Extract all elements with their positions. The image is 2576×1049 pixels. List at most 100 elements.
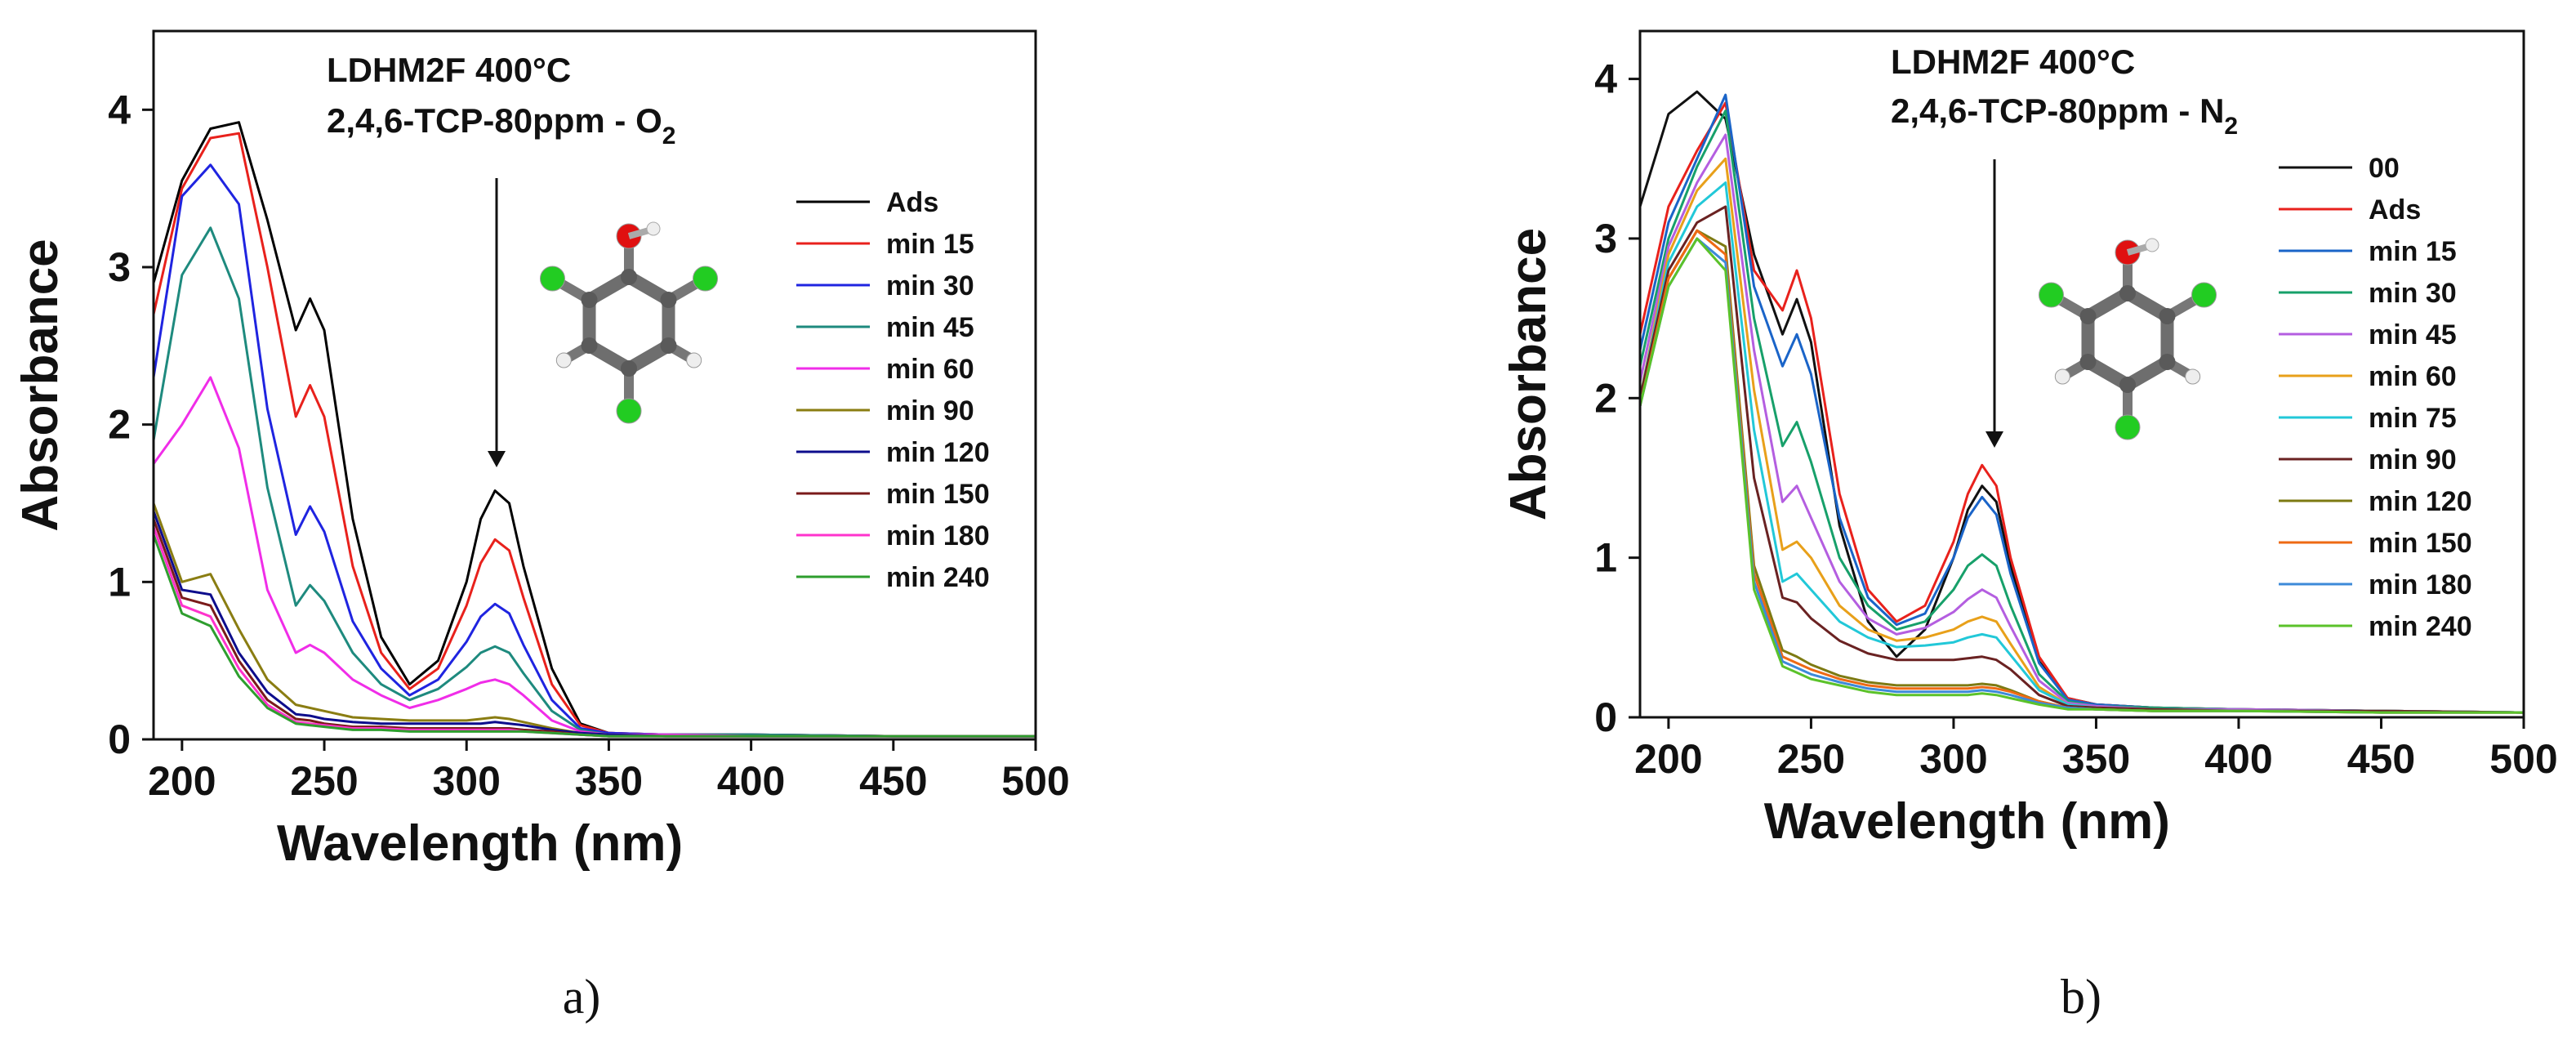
x-tick-label: 250 — [290, 758, 358, 804]
series-line-min-240 — [154, 533, 1036, 738]
series-line-min-240 — [1640, 237, 2524, 714]
chart-panel-a: 200 250 300 350 400 450 500 0 1 2 3 4 Wavelength (nm… — [12, 29, 1070, 1024]
x-tick-label: 350 — [2062, 736, 2130, 782]
series-line-min-45 — [1640, 133, 2524, 714]
x-axis-label: Wavelength (nm) — [277, 815, 683, 872]
x-tick-label: 500 — [2489, 736, 2557, 782]
annotation-subtitle: 2,4,6-TCP-80ppm - O2 — [327, 101, 675, 150]
series-line-min-15 — [1640, 93, 2524, 714]
carbon-atom — [2159, 308, 2176, 324]
legend-label: Ads — [2369, 194, 2421, 225]
carbon-atom — [660, 337, 677, 354]
carbon-atom — [2079, 354, 2097, 370]
y-tick-label: 1 — [1594, 535, 1617, 581]
legend-label: min 60 — [886, 354, 974, 385]
carbon-atom — [2119, 377, 2136, 393]
legend-label: Ads — [886, 187, 938, 218]
chlorine-atom — [539, 266, 565, 292]
y-axis-label: Absorbance — [12, 239, 69, 531]
molecule-illustration — [539, 221, 719, 424]
panel-label: a) — [563, 970, 601, 1024]
legend-label: 00 — [2369, 153, 2400, 184]
carbon-atom — [621, 269, 637, 285]
x-tick-label: 300 — [433, 758, 501, 804]
x-tick-label: 400 — [717, 758, 785, 804]
chlorine-atom — [2191, 282, 2217, 308]
series-line-min-150 — [154, 518, 1036, 738]
x-tick-label: 350 — [575, 758, 643, 804]
y-tick-label: 2 — [1594, 375, 1617, 421]
panel-label: b) — [2061, 970, 2101, 1024]
chlorine-atom — [2115, 414, 2141, 440]
x-tick-label: 450 — [859, 758, 927, 804]
chlorine-atom — [693, 266, 719, 292]
legend-label: min 90 — [886, 395, 974, 426]
molecule-illustration — [2038, 238, 2217, 440]
x-axis-label: Wavelength (nm) — [1764, 793, 2170, 850]
series-line-min-30 — [154, 163, 1036, 738]
annotation-subtitle-subscript: 2 — [2224, 113, 2238, 140]
y-tick-label: 2 — [108, 402, 131, 448]
series-line-min-15 — [154, 132, 1036, 738]
legend-label: min 150 — [2369, 528, 2472, 559]
plot-frame — [1638, 29, 2525, 719]
legend-label: min 45 — [2369, 319, 2457, 350]
x-tick-label: 450 — [2347, 736, 2415, 782]
x-tick-label: 200 — [1634, 736, 1702, 782]
x-tick-label: 400 — [2204, 736, 2272, 782]
y-tick-label: 0 — [108, 716, 131, 762]
carbon-atom — [2159, 354, 2176, 370]
y-tick-label: 1 — [108, 559, 131, 605]
carbon-atom — [2079, 308, 2097, 324]
series-line-min-60 — [154, 376, 1036, 738]
x-tick-label: 500 — [1001, 758, 1069, 804]
carbon-atom — [581, 337, 598, 354]
hydrogen-atom — [646, 221, 661, 236]
legend-label: min 75 — [2369, 403, 2457, 434]
legend-label: min 150 — [886, 479, 990, 510]
legend-label: min 240 — [2369, 611, 2472, 642]
annotation-subtitle-main: 2,4,6-TCP-80ppm - N — [1891, 92, 2224, 130]
legend-label: min 240 — [886, 562, 990, 593]
annotation-subtitle-subscript: 2 — [662, 123, 676, 150]
legend-label: min 30 — [2369, 278, 2457, 309]
legend-label: min 45 — [886, 312, 974, 343]
hydrogen-atom — [686, 352, 702, 368]
y-axis-label: Absorbance — [1500, 228, 1557, 520]
series-group — [1640, 90, 2524, 714]
legend-label: min 90 — [2369, 444, 2457, 475]
legend-label: min 15 — [886, 229, 974, 260]
annotation-title: LDHM2F 400°C — [1891, 42, 2135, 81]
chlorine-atom — [2038, 282, 2064, 308]
series-group — [154, 121, 1036, 738]
carbon-atom — [621, 360, 637, 377]
hydrogen-atom — [2054, 368, 2070, 385]
series-line-min-120 — [154, 511, 1036, 738]
chlorine-atom — [616, 398, 642, 424]
y-tick-label: 4 — [108, 87, 131, 132]
y-tick-label: 3 — [1594, 216, 1617, 261]
legend-label: min 60 — [2369, 361, 2457, 392]
decrease-arrow-head — [488, 451, 506, 467]
hydrogen-atom — [555, 352, 572, 368]
decrease-arrow-head — [1985, 431, 2003, 448]
legend-label: min 15 — [2369, 236, 2457, 267]
y-tick-label: 0 — [1594, 694, 1617, 740]
plot-frame — [152, 29, 1037, 741]
carbon-atom — [660, 292, 677, 308]
annotation-title: LDHM2F 400°C — [327, 51, 571, 89]
legend-label: min 30 — [886, 270, 974, 301]
legend-label: min 120 — [886, 437, 990, 468]
hydrogen-atom — [2145, 238, 2159, 252]
series-line-min-90 — [1640, 205, 2524, 714]
carbon-atom — [581, 292, 598, 308]
legend-label: min 180 — [886, 520, 990, 551]
x-tick-label: 200 — [148, 758, 216, 804]
x-tick-label: 250 — [1777, 736, 1845, 782]
legend-label: min 180 — [2369, 569, 2472, 600]
x-tick-label: 300 — [1919, 736, 1987, 782]
carbon-atom — [2119, 285, 2136, 301]
legend-label: min 120 — [2369, 486, 2472, 517]
